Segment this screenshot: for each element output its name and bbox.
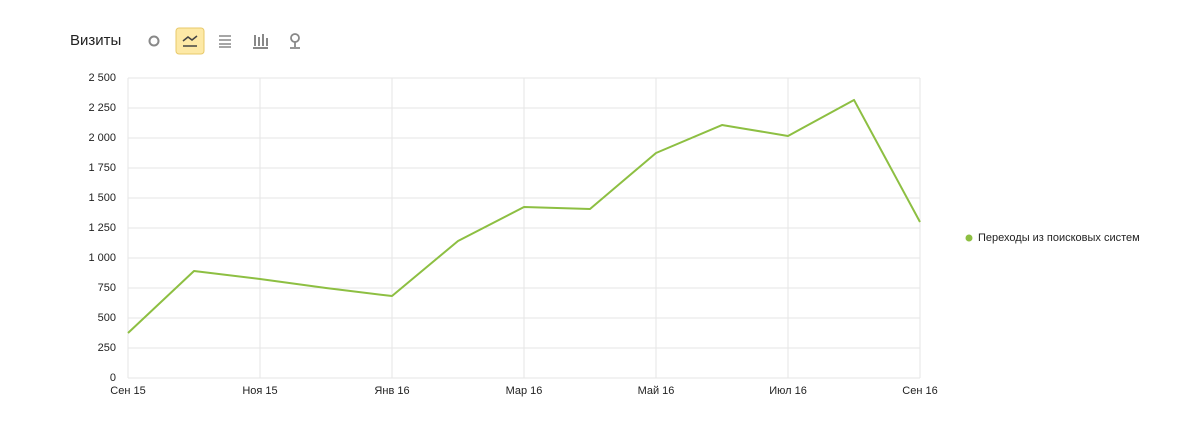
line-icon-bg[interactable] <box>175 27 205 55</box>
x-tick-label: Мар 16 <box>506 385 543 397</box>
y-tick-label: 750 <box>98 282 116 294</box>
series-line <box>127 98 921 334</box>
x-tick-label: Ноя 15 <box>242 385 277 397</box>
legend-label: Переходы из поисковых систем <box>978 232 1140 244</box>
y-tick-label: 0 <box>110 372 116 384</box>
y-tick-label: 2 000 <box>88 132 116 144</box>
y-tick-label: 1 000 <box>88 252 116 264</box>
legend-marker <box>965 234 973 242</box>
bar-icon[interactable] <box>253 34 268 49</box>
pie-icon[interactable] <box>148 35 160 47</box>
y-tick-label: 2 500 <box>88 72 116 84</box>
x-tick-label: Сен 16 <box>902 385 937 397</box>
line-icon[interactable] <box>182 35 198 47</box>
y-tick-label: 1 500 <box>88 192 116 204</box>
y-tick-label: 500 <box>98 312 116 324</box>
plot-area: 0 250 500 750 1 000 1 250 1 500 1 750 2 000 2 250… <box>88 72 1139 397</box>
x-tick-label: Май 16 <box>638 385 675 397</box>
x-tick-label: Июл 16 <box>769 385 807 397</box>
y-tick-label: 1 250 <box>88 222 116 234</box>
toolbar <box>148 27 300 55</box>
chart-title: Визиты <box>70 32 121 49</box>
y-tick-label: 2 250 <box>88 102 116 114</box>
x-tick-label: Сен 15 <box>110 385 145 397</box>
x-tick-label: Янв 16 <box>374 385 409 397</box>
map-icon[interactable] <box>290 33 300 49</box>
y-tick-label: 250 <box>98 342 116 354</box>
area-icon[interactable] <box>219 35 231 48</box>
y-tick-label: 1 750 <box>88 162 116 174</box>
